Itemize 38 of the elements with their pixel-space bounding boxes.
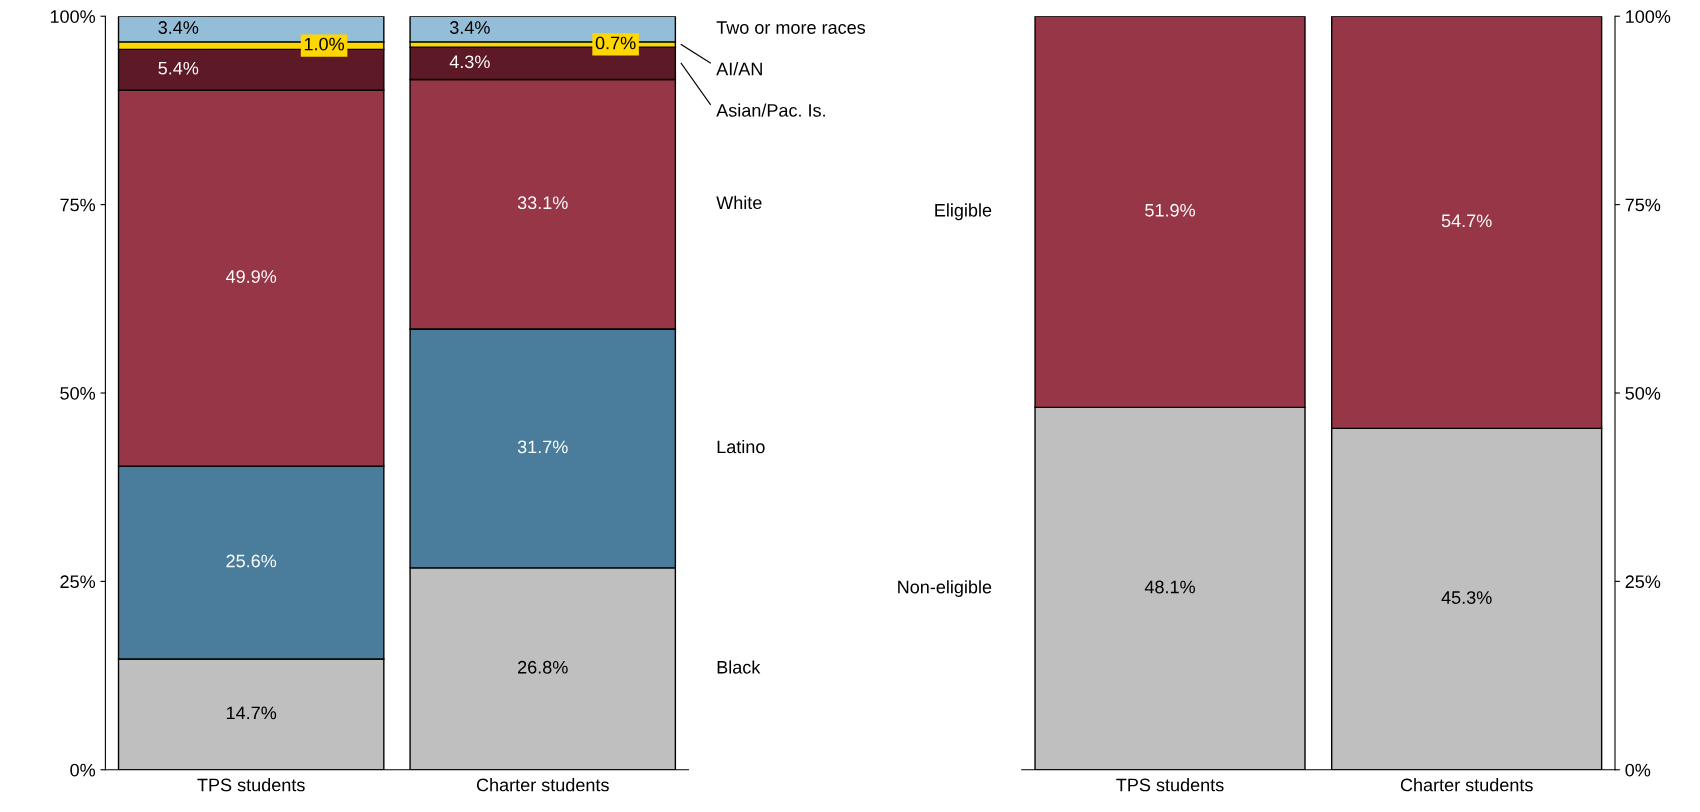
y-tick-label: 0% — [1625, 763, 1651, 777]
data-label: 33.1% — [517, 196, 568, 210]
x-tick-label: Charter students — [476, 778, 609, 792]
data-label: 45.3% — [1441, 591, 1492, 604]
y-tick-label: 50% — [1625, 386, 1661, 400]
text: Black — [717, 660, 761, 674]
data-label: 25.6% — [226, 554, 277, 568]
data-label: 26.8% — [518, 660, 568, 674]
data-label: 48.1% — [1144, 580, 1195, 594]
data-label: 0.7% — [595, 36, 636, 50]
data-label: 49.9% — [225, 270, 277, 283]
y-tick-label: 100% — [50, 10, 96, 23]
data-label: 1.0% — [304, 37, 344, 51]
y-tick-label: 100% — [1626, 10, 1671, 23]
y-tick-label: 75% — [60, 198, 96, 212]
text: Latino — [717, 439, 765, 454]
y-tick-label: 75% — [1625, 198, 1661, 212]
data-label: 31.7% — [517, 440, 568, 454]
data-label: 5.4% — [158, 61, 199, 75]
x-tick-label: TPS students — [1116, 778, 1224, 792]
data-label: 4.3% — [449, 55, 490, 69]
y-tick-label: 25% — [60, 575, 96, 589]
text: Two or more races — [716, 21, 866, 34]
text: Asian/Pac. Is. — [716, 103, 825, 117]
data-label: 51.9% — [1145, 203, 1195, 217]
x-tick-label: Charter students — [1400, 778, 1533, 792]
x-tick-label: TPS students — [197, 778, 305, 792]
data-label: 3.4% — [449, 21, 490, 34]
text: Non-eligible — [898, 580, 992, 597]
data-label: 54.7% — [1441, 214, 1492, 228]
text: AI/AN — [716, 62, 762, 76]
text: White — [716, 195, 762, 210]
y-tick-label: 50% — [60, 386, 96, 400]
data-label: 3.4% — [158, 21, 199, 34]
y-tick-label: 25% — [1625, 575, 1661, 589]
y-tick-label: 0% — [70, 763, 96, 777]
data-label: 14.7% — [226, 706, 277, 720]
text: Eligible — [935, 203, 992, 221]
